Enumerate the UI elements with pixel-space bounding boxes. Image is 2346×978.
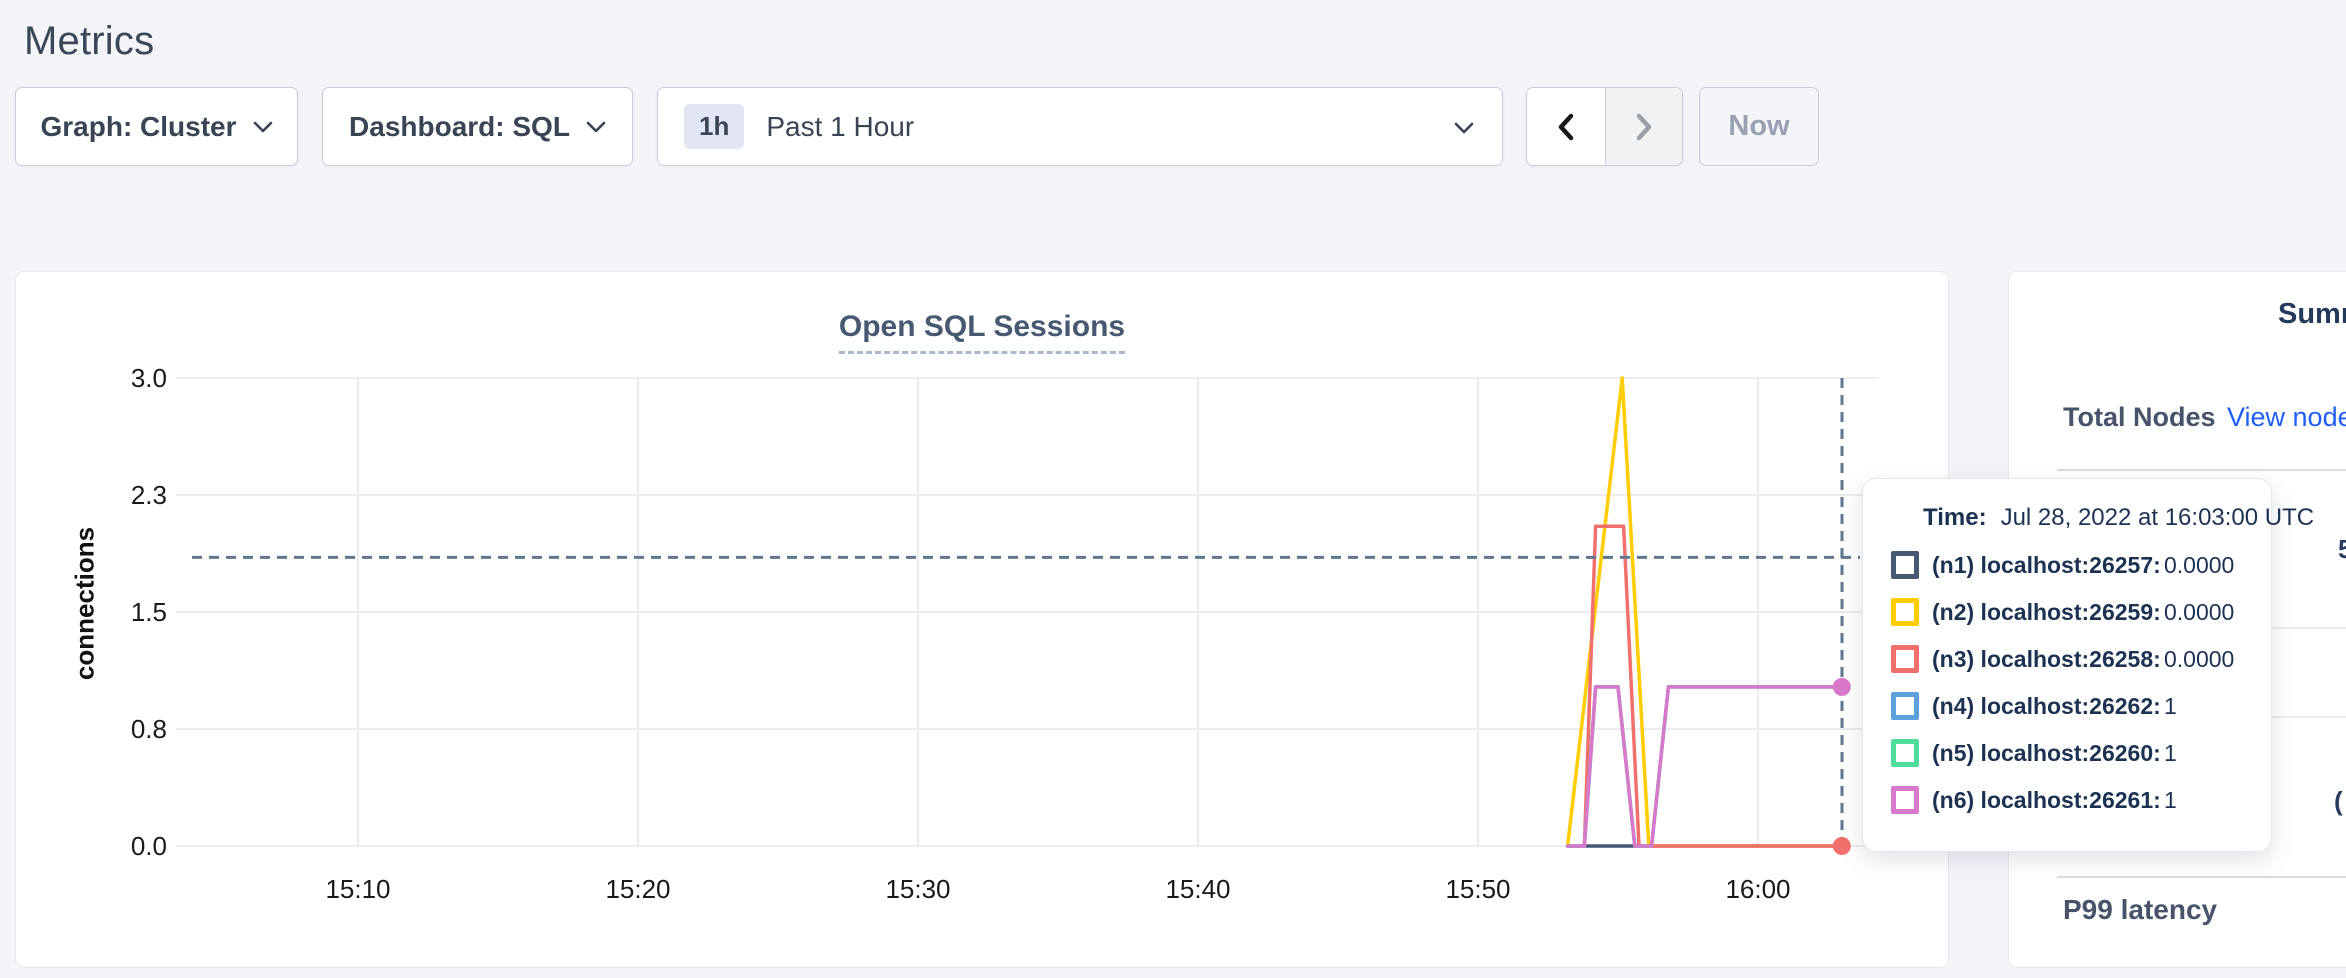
next-time-window-button-disabled[interactable] xyxy=(1604,88,1682,165)
tooltip-series-row: (n5) localhost:26260: 1 xyxy=(1891,739,2271,767)
series-label: (n6) localhost:26261: xyxy=(1932,786,2161,813)
series-color-swatch-icon xyxy=(1891,692,1919,720)
graph-scope-dropdown[interactable]: Graph: Cluster xyxy=(15,87,298,166)
svg-text:3.0: 3.0 xyxy=(131,363,167,393)
series-value: 1 xyxy=(2164,739,2177,766)
tooltip-time-value: Jul 28, 2022 at 16:03:00 UTC xyxy=(2000,504,2315,531)
time-window-label: Past 1 Hour xyxy=(766,110,915,142)
tooltip-time-label: Time: xyxy=(1923,504,1987,531)
series-line xyxy=(1565,685,1850,848)
tooltip-series-rows: (n1) localhost:26257: 0.0000 (n2) localhos… xyxy=(1891,551,2271,814)
svg-text:15:10: 15:10 xyxy=(325,874,390,904)
time-window-selector[interactable]: 1h Past 1 Hour xyxy=(657,87,1503,166)
svg-text:15:20: 15:20 xyxy=(605,874,670,904)
series-label: (n3) localhost:26258: xyxy=(1932,645,2161,672)
time-window-badge: 1h xyxy=(684,104,745,149)
series-color-swatch-icon xyxy=(1891,739,1919,767)
chevron-down-icon xyxy=(1454,122,1474,134)
series-color-swatch-icon xyxy=(1891,645,1919,673)
series-value: 0.0000 xyxy=(2164,598,2235,625)
svg-text:0.0: 0.0 xyxy=(131,831,167,861)
now-button-label: Now xyxy=(1728,110,1790,142)
chart-hover-tooltip: Time: Jul 28, 2022 at 16:03:00 UTC (n1) l… xyxy=(1862,478,2314,852)
svg-text:2.3: 2.3 xyxy=(131,480,167,510)
svg-text:0.8: 0.8 xyxy=(131,714,167,744)
hover-point-dot xyxy=(1832,677,1851,696)
p99-latency-label: P99 latency xyxy=(2063,894,2218,925)
series-label: (n2) localhost:26259: xyxy=(1932,598,2161,625)
tooltip-series-row: (n3) localhost:26258: 0.0000 xyxy=(1891,645,2271,673)
graph-scope-dropdown-label: Graph: Cluster xyxy=(40,110,237,142)
total-nodes-label: Total Nodes xyxy=(2063,402,2216,432)
clipped-text-fragment: ( xyxy=(2334,786,2343,816)
series-line xyxy=(1582,524,1847,848)
sidebar-divider xyxy=(2057,876,2346,878)
chevron-down-icon xyxy=(253,121,272,132)
dashboard-dropdown-label: Dashboard: SQL xyxy=(349,110,570,142)
svg-text:1.5: 1.5 xyxy=(131,597,167,627)
chart-title[interactable]: Open SQL Sessions xyxy=(838,310,1126,354)
series-color-swatch-icon xyxy=(1891,551,1919,579)
previous-time-window-button[interactable] xyxy=(1527,88,1605,165)
svg-text:15:30: 15:30 xyxy=(885,874,950,904)
tooltip-series-row: (n4) localhost:26262: 1 xyxy=(1891,692,2271,720)
series-label: (n4) localhost:26262: xyxy=(1932,692,2161,719)
svg-text:16:00: 16:00 xyxy=(1725,874,1790,904)
tooltip-series-row: (n2) localhost:26259: 0.0000 xyxy=(1891,598,2271,626)
series-label: (n5) localhost:26260: xyxy=(1932,739,2161,766)
series-line xyxy=(1565,685,1850,848)
summary-heading: Summary xyxy=(2278,298,2346,330)
chevron-right-icon xyxy=(1636,113,1651,140)
chevron-left-icon xyxy=(1558,113,1573,140)
sidebar-divider xyxy=(2057,469,2346,471)
clipped-text-fragment: 5 xyxy=(2338,534,2346,564)
now-button-disabled[interactable]: Now xyxy=(1699,87,1819,166)
series-value: 1 xyxy=(2164,692,2177,719)
page-title: Metrics xyxy=(24,18,155,63)
series-color-swatch-icon xyxy=(1891,786,1919,814)
hover-point-dot xyxy=(1832,837,1851,855)
chevron-down-icon xyxy=(586,121,606,132)
svg-text:15:50: 15:50 xyxy=(1445,874,1510,904)
tooltip-series-row: (n6) localhost:26261: 1 xyxy=(1891,786,2271,814)
view-nodes-link[interactable]: View nodes xyxy=(2227,402,2346,432)
time-window-pager xyxy=(1526,87,1683,166)
dashboard-dropdown[interactable]: Dashboard: SQL xyxy=(322,87,633,166)
series-label: (n1) localhost:26257: xyxy=(1932,551,2161,578)
svg-text:15:40: 15:40 xyxy=(1165,874,1230,904)
series-value: 0.0000 xyxy=(2164,551,2235,578)
sessions-line-chart[interactable]: 0.0 0.8 1.5 2.3 3.0 15:10 15:20 15:30 15:40 15:50… xyxy=(16,272,1950,969)
tooltip-time-row: Time: Jul 28, 2022 at 16:03:00 UTC xyxy=(1923,504,2314,532)
open-sql-sessions-chart-card: Open SQL Sessions connections 0.0 0.8 1.5 2… xyxy=(15,271,1949,968)
series-color-swatch-icon xyxy=(1891,598,1919,626)
series-value: 0.0000 xyxy=(2164,645,2235,672)
series-line xyxy=(1565,685,1850,848)
tooltip-series-row: (n1) localhost:26257: 0.0000 xyxy=(1891,551,2271,579)
series-value: 1 xyxy=(2164,786,2177,813)
